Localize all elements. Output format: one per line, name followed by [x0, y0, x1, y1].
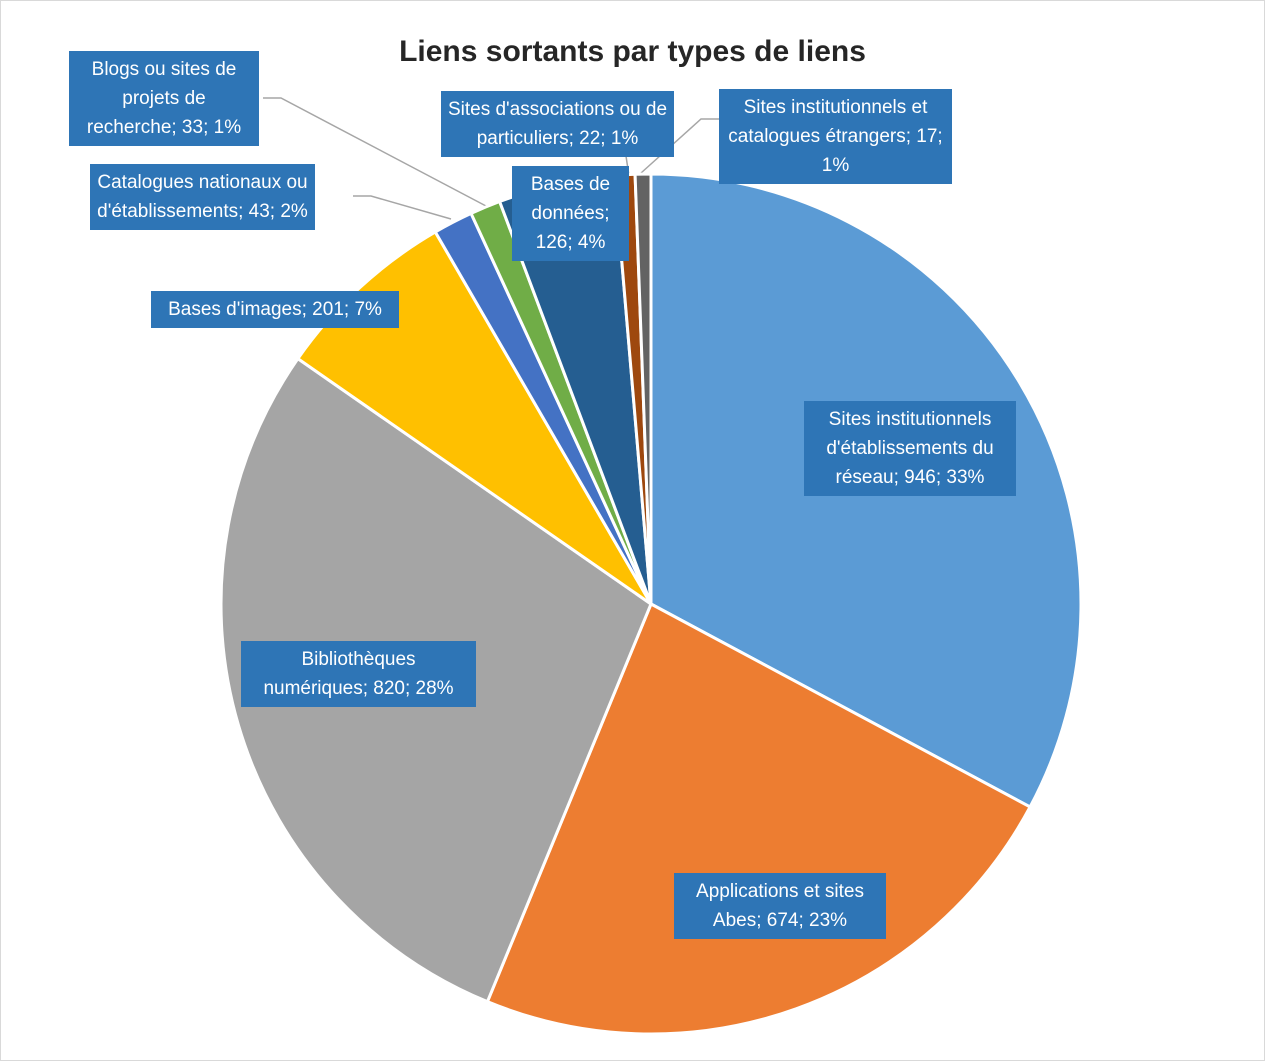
pie-slice [485, 601, 1033, 1036]
data-label: Sites institutionnels d'établissements d… [804, 401, 1016, 496]
chart-title: Liens sortants par types de liens [399, 35, 866, 68]
data-label: Bases de données; 126; 4% [512, 166, 629, 261]
pie-slice [633, 172, 653, 605]
leader-line [263, 97, 487, 207]
data-label: Catalogues nationaux ou d'établissements… [90, 164, 315, 230]
leader-line [353, 195, 452, 220]
data-label: Sites institutionnels et catalogues étra… [719, 89, 952, 184]
data-label: Sites d'associations ou de particuliers;… [441, 91, 674, 157]
data-label: Blogs ou sites de projets de recherche; … [69, 51, 259, 146]
data-label: Bibliothèques numériques; 820; 28% [241, 641, 476, 707]
data-label: Applications et sites Abes; 674; 23% [674, 873, 886, 939]
data-label: Bases d'images; 201; 7% [151, 291, 399, 328]
